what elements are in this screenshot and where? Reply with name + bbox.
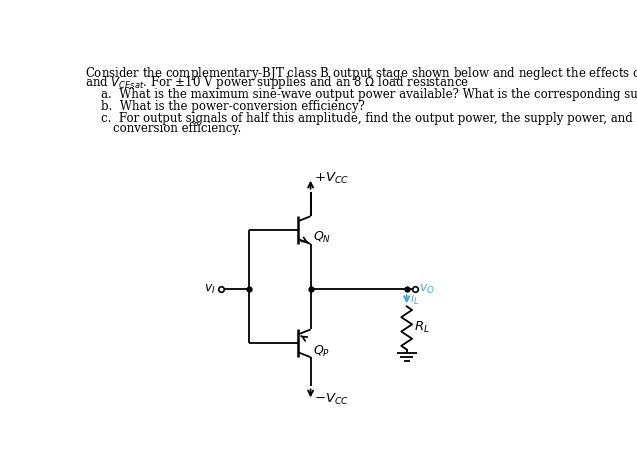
Text: $v_I$: $v_I$	[204, 283, 216, 296]
Text: Consider the complementary-BJT class B output stage shown below and neglect the : Consider the complementary-BJT class B o…	[85, 64, 637, 82]
Text: $+V_{CC}$: $+V_{CC}$	[315, 171, 350, 186]
Text: $-V_{CC}$: $-V_{CC}$	[315, 392, 350, 407]
Text: $i_L$: $i_L$	[410, 292, 419, 308]
Text: c.  For output signals of half this amplitude, find the output power, the supply: c. For output signals of half this ampli…	[101, 112, 637, 125]
Text: $Q_P$: $Q_P$	[313, 344, 330, 358]
Text: b.  What is the power-conversion efficiency?: b. What is the power-conversion efficien…	[101, 100, 365, 113]
Text: $Q_N$: $Q_N$	[313, 230, 331, 246]
Text: $v_O$: $v_O$	[419, 283, 435, 296]
Text: a.  What is the maximum sine-wave output power available? What is the correspond: a. What is the maximum sine-wave output …	[101, 88, 637, 100]
Text: $R_L$: $R_L$	[415, 320, 430, 336]
Text: conversion efficiency.: conversion efficiency.	[113, 121, 241, 135]
Text: and $V_{CEsat}$. For $\pm$10 V power supplies and an 8 $\Omega$ load resistance: and $V_{CEsat}$. For $\pm$10 V power sup…	[85, 74, 469, 91]
